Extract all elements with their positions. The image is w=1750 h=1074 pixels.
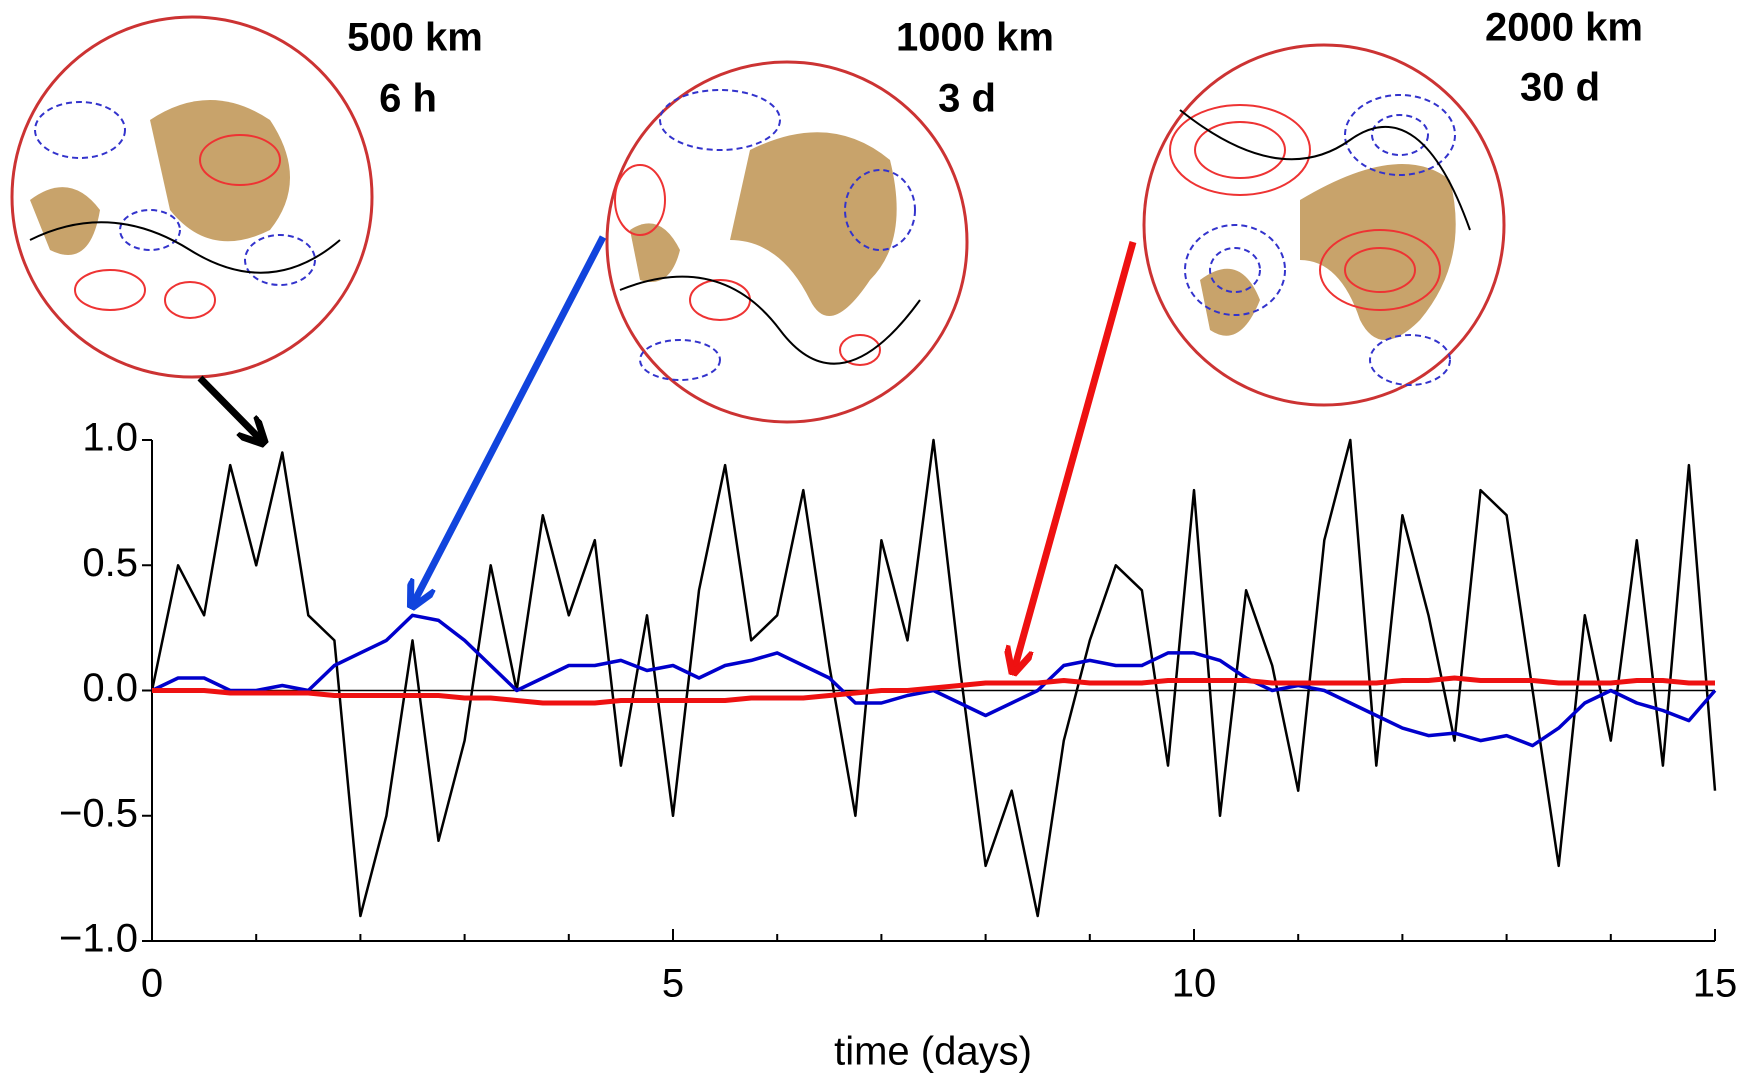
globe-2000km (1142, 43, 1506, 407)
annotation: 1000 km (896, 16, 1054, 60)
x-tick-label: 10 (1172, 962, 1217, 1006)
annotation: 3 d (938, 77, 996, 121)
globe-500km (10, 15, 374, 379)
globes (10, 15, 1506, 424)
arrow (413, 235, 607, 604)
x-tick-label: 15 (1693, 962, 1738, 1006)
arrow (1014, 241, 1137, 670)
annotation: 2000 km (1485, 6, 1643, 50)
x-axis-label: time (days) (834, 1030, 1032, 1074)
annotation: 500 km (347, 16, 483, 60)
x-tick-label: 0 (141, 962, 163, 1006)
y-tick-label: 0.5 (82, 541, 138, 585)
arrow (197, 375, 262, 441)
y-tick-label: −1.0 (59, 917, 138, 961)
y-tick-label: 0.0 (82, 666, 138, 710)
y-tick-label: 1.0 (82, 416, 138, 460)
series-line (150, 438, 1717, 918)
annotation: 6 h (379, 77, 437, 121)
annotation: 30 d (1520, 66, 1600, 110)
globe-1000km (605, 60, 969, 424)
series-line (152, 675, 1715, 706)
x-tick-label: 5 (662, 962, 684, 1006)
y-tick-label: −0.5 (59, 791, 138, 835)
